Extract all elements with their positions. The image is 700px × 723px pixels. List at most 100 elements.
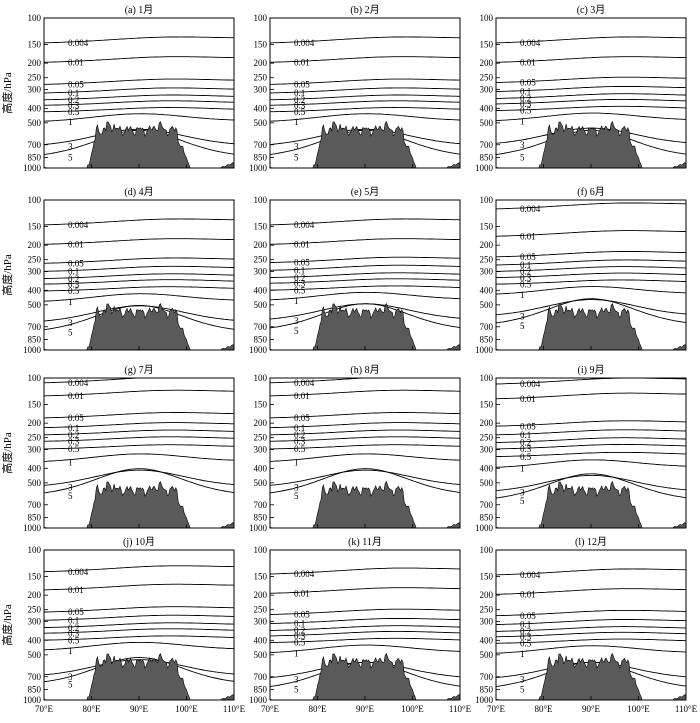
y-tick-label: 700 xyxy=(480,140,494,150)
y-tick-label: 1000 xyxy=(249,695,268,705)
contour-label: 3 xyxy=(294,674,299,684)
contour-label: 0.1 xyxy=(520,620,531,630)
y-tick-label: 150 xyxy=(254,39,268,49)
panel-1: (b) 2月 0.004 0.01 0.050.10.20.30.51 35 100 150… xyxy=(249,4,461,173)
y-tick-label: 100 xyxy=(28,13,42,23)
contour-line-1 xyxy=(269,113,461,122)
contour-label: 0.1 xyxy=(520,260,531,270)
y-tick-label: 300 xyxy=(254,85,268,95)
contour-line-0.5 xyxy=(270,107,460,113)
y-axis-label: 高度/hPa xyxy=(0,254,14,296)
contour-label: 0.01 xyxy=(68,585,84,595)
contour-label: 0.5 xyxy=(294,285,306,295)
contour-label: 0.1 xyxy=(68,88,79,98)
contour-label: 1 xyxy=(520,649,525,659)
panel-title: (g) 7月 xyxy=(124,364,153,376)
y-tick-label: 1000 xyxy=(23,695,42,705)
contour-label: 5 xyxy=(294,491,299,501)
contour-label: 0.2 xyxy=(68,430,79,440)
x-tick-label: 110°E xyxy=(449,704,472,714)
y-tick-label: 150 xyxy=(480,571,494,581)
y-tick-label: 850 xyxy=(254,512,268,522)
contour-line-0.3 xyxy=(269,100,460,106)
contour-label: 3 xyxy=(68,318,73,328)
contour-line-0.2 xyxy=(495,266,686,272)
y-tick-label: 250 xyxy=(480,605,494,615)
contour-line-1 xyxy=(495,645,687,654)
contour-line-0.3 xyxy=(495,272,686,279)
contour-label: 5 xyxy=(520,684,525,694)
y-tick-label: 200 xyxy=(254,240,268,250)
contour-label: 0.2 xyxy=(520,627,531,637)
contour-line-0.004 xyxy=(43,36,235,44)
terrain-area xyxy=(43,480,235,529)
contour-line-5 xyxy=(43,304,235,331)
contour-label: 0.05 xyxy=(68,80,84,90)
panel-0: (a) 1月 0.004 0.01 0.050.10.20.30.51 35 100 150… xyxy=(0,4,235,173)
panel-title: (i) 9月 xyxy=(578,364,605,376)
y-tick-label: 250 xyxy=(480,255,494,265)
y-tick-label: 500 xyxy=(254,650,268,660)
contour-label: 0.2 xyxy=(294,430,305,440)
y-tick-label: 850 xyxy=(254,152,268,162)
y-tick-label: 700 xyxy=(28,322,42,332)
y-tick-label: 1000 xyxy=(23,523,42,533)
contour-label: 0.05 xyxy=(294,413,310,423)
contour-label: 0.3 xyxy=(520,99,532,109)
y-tick-label: 250 xyxy=(254,605,268,615)
panel-title: (c) 3月 xyxy=(577,4,606,16)
y-tick-label: 300 xyxy=(254,445,268,455)
contour-line-0.3 xyxy=(496,98,687,105)
y-tick-label: 300 xyxy=(480,267,494,277)
x-tick-label: 100°E xyxy=(627,704,650,714)
contour-label: 0.004 xyxy=(520,379,541,389)
y-tick-label: 850 xyxy=(28,512,42,522)
contour-label: 0.3 xyxy=(294,100,306,110)
y-tick-label: 500 xyxy=(480,478,494,488)
y-tick-label: 300 xyxy=(28,617,42,627)
contour-label: 0.3 xyxy=(294,278,306,288)
contour-line-0.004 xyxy=(269,218,461,226)
y-tick-label: 400 xyxy=(28,463,42,473)
contour-line-0.01 xyxy=(269,238,460,245)
y-tick-label: 250 xyxy=(28,605,42,615)
contour-line-0.2 xyxy=(43,94,234,101)
contour-label: 1 xyxy=(294,117,299,127)
y-tick-label: 500 xyxy=(254,118,268,128)
x-tick-label: 80°E xyxy=(308,704,327,714)
contour-line-3 xyxy=(43,469,235,486)
y-tick-label: 700 xyxy=(480,672,494,682)
contour-label: 3 xyxy=(294,141,299,151)
contour-label: 0.1 xyxy=(68,267,79,277)
contour-label: 0.5 xyxy=(68,444,80,454)
contour-label: 1 xyxy=(68,457,73,467)
y-tick-label: 400 xyxy=(480,635,494,645)
contour-line-0.3 xyxy=(270,630,461,637)
contour-line-0.2 xyxy=(496,626,687,632)
contour-line-0.2 xyxy=(43,273,234,280)
contour-line-0.05 xyxy=(44,606,235,613)
contour-label: 1 xyxy=(520,117,525,127)
y-tick-label: 400 xyxy=(28,635,42,645)
panel-title: (e) 5月 xyxy=(351,186,380,198)
terrain-area xyxy=(495,480,687,529)
y-tick-label: 300 xyxy=(480,85,494,95)
contour-line-0.3 xyxy=(44,279,234,285)
panel-11: (l) 12月 0.004 0.01 0.050.10.20.30.51 35 100 15… xyxy=(475,536,698,714)
contour-line-0.3 xyxy=(269,436,461,442)
contour-line-0.1 xyxy=(495,259,686,266)
contour-line-1 xyxy=(495,112,687,122)
y-tick-label: 100 xyxy=(480,373,494,383)
y-tick-label: 1000 xyxy=(23,163,42,173)
contour-label: 5 xyxy=(520,152,525,162)
contour-label: 0.2 xyxy=(294,95,305,105)
y-tick-label: 700 xyxy=(254,322,268,332)
contour-line-0.01 xyxy=(495,392,687,400)
contour-label: 0.3 xyxy=(520,632,532,642)
contour-line-3 xyxy=(495,474,687,492)
contour-label: 0.3 xyxy=(520,444,532,454)
contour-line-1 xyxy=(269,291,461,301)
contour-line-0.3 xyxy=(44,628,234,634)
contour-label: 0.05 xyxy=(520,78,536,88)
y-tick-label: 500 xyxy=(254,478,268,488)
